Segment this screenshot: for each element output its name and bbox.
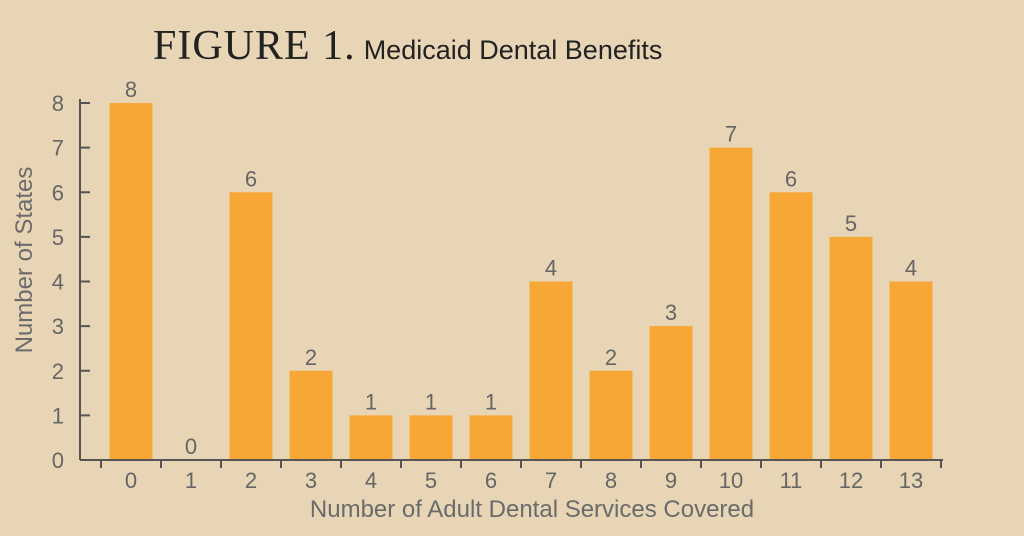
y-tick-label-5: 5 <box>52 225 64 250</box>
bar-8 <box>589 370 633 460</box>
data-label-5: 1 <box>425 389 437 414</box>
figure-title: FIGURE 1. Medicaid Dental Benefits <box>153 22 662 70</box>
bars-group <box>109 103 933 460</box>
bar-13 <box>889 281 933 460</box>
data-label-6: 1 <box>485 389 497 414</box>
x-tick-label-7: 7 <box>545 468 557 493</box>
y-axis: 0 1 2 3 4 5 6 7 8 <box>52 91 90 473</box>
x-tick-label-12: 12 <box>839 468 863 493</box>
y-tick-label-7: 7 <box>52 136 64 161</box>
data-label-4: 1 <box>365 389 377 414</box>
x-axis: 0 1 2 3 4 5 6 7 8 9 10 11 12 13 <box>80 459 943 493</box>
data-label-2: 6 <box>245 166 257 191</box>
bar-9 <box>649 326 693 460</box>
data-label-3: 2 <box>305 345 317 370</box>
bar-5 <box>409 415 453 460</box>
x-tick-label-2: 2 <box>245 468 257 493</box>
data-label-10: 7 <box>725 122 737 147</box>
y-axis-title: Number of States <box>11 167 38 354</box>
x-tick-label-9: 9 <box>665 468 677 493</box>
x-tick-label-13: 13 <box>899 468 923 493</box>
x-axis-title: Number of Adult Dental Services Covered <box>310 496 754 523</box>
x-tick-label-1: 1 <box>185 468 197 493</box>
data-label-0: 8 <box>125 77 137 102</box>
y-tick-label-4: 4 <box>52 270 64 295</box>
bar-12 <box>829 236 873 460</box>
x-tick-label-6: 6 <box>485 468 497 493</box>
x-tick-label-8: 8 <box>605 468 617 493</box>
bar-10 <box>709 147 753 460</box>
bar-4 <box>349 415 393 460</box>
bar-6 <box>469 415 513 460</box>
x-tick-label-0: 0 <box>125 468 137 493</box>
bar-2 <box>229 192 273 460</box>
data-label-8: 2 <box>605 345 617 370</box>
bar-11 <box>769 192 813 460</box>
bar-0 <box>109 103 153 460</box>
data-label-13: 4 <box>905 256 917 281</box>
x-tick-label-5: 5 <box>425 468 437 493</box>
data-label-7: 4 <box>545 256 557 281</box>
bar-7 <box>529 281 573 460</box>
x-tick-label-10: 10 <box>719 468 743 493</box>
data-labels-group: 8 0 6 2 1 1 1 4 2 3 7 6 5 4 <box>125 77 917 459</box>
y-tick-label-3: 3 <box>52 314 64 339</box>
x-tick-label-11: 11 <box>780 468 803 493</box>
data-label-1: 0 <box>185 434 197 459</box>
y-tick-label-2: 2 <box>52 359 64 384</box>
bar-3 <box>289 370 333 460</box>
data-label-11: 6 <box>785 166 797 191</box>
y-tick-label-0: 0 <box>52 448 64 473</box>
x-tick-label-3: 3 <box>305 468 317 493</box>
y-tick-label-6: 6 <box>52 180 64 205</box>
data-label-12: 5 <box>845 211 857 236</box>
data-label-9: 3 <box>665 300 677 325</box>
y-tick-label-8: 8 <box>52 91 64 116</box>
x-tick-label-4: 4 <box>365 468 377 493</box>
figure-label: FIGURE 1. <box>153 23 356 69</box>
figure-subtitle: Medicaid Dental Benefits <box>363 35 663 65</box>
y-tick-label-1: 1 <box>52 403 64 428</box>
